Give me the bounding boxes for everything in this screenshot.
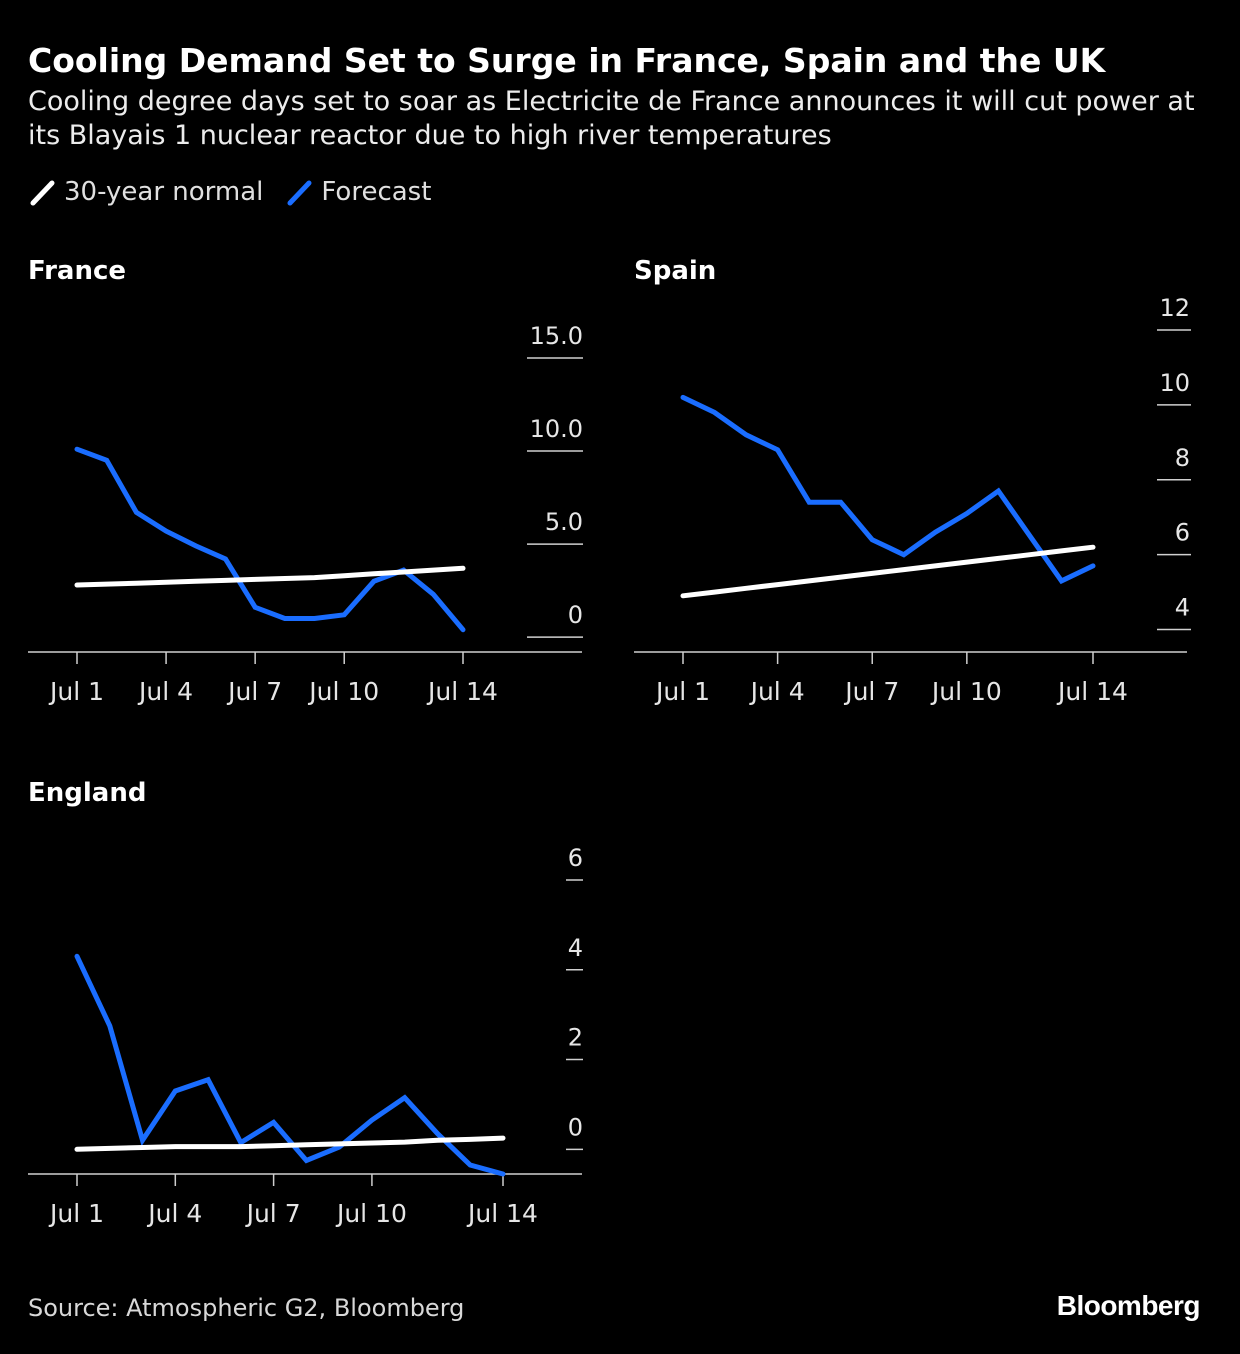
x-tick-label: Jul 14	[1056, 677, 1128, 706]
panel-title-france: France	[28, 256, 127, 286]
legend-swatch-forecast	[287, 180, 312, 206]
chart-title: Cooling Demand Set to Surge in France, S…	[28, 41, 1106, 80]
y-tick-label: 2	[568, 1024, 583, 1052]
x-tick-label: Jul 1	[654, 677, 710, 706]
legend-item-forecast: Forecast	[285, 177, 431, 207]
x-tick-label: Jul 10	[307, 677, 379, 706]
legend-label-forecast: Forecast	[321, 177, 432, 207]
x-tick-label: Jul 1	[48, 677, 104, 706]
x-tick-label: Jul 1	[48, 1199, 104, 1228]
y-tick-label: 12	[1159, 294, 1190, 322]
y-tick-label: 15.0	[530, 322, 583, 350]
series-line-normal	[74, 1135, 506, 1152]
chart-france: 0 5.0 10.0 15.0 Jul 1 Jul 4 Jul 7 Jul 10 Jul 14	[28, 322, 583, 706]
chart-england: 0 2 4 6 Jul 1 Jul 4 Jul 7 Jul 10 Jul 14	[28, 844, 583, 1228]
y-tick-label: 0	[568, 601, 583, 629]
series-line-normal	[680, 544, 1096, 599]
series-line-forecast	[680, 394, 1096, 585]
panel-title-england: England	[28, 778, 147, 808]
x-tick-label: Jul 4	[146, 1199, 202, 1228]
legend-item-normal: 30-year normal	[28, 177, 263, 207]
x-tick-label: Jul 10	[930, 677, 1002, 706]
series-line-forecast	[74, 446, 466, 633]
x-tick-label: Jul 14	[466, 1199, 538, 1228]
x-tick-label: Jul 7	[245, 1199, 301, 1228]
y-tick-label: 0	[568, 1113, 583, 1141]
chart-subtitle: Cooling degree days set to soar as Elect…	[28, 86, 1195, 151]
series-line-forecast	[74, 953, 506, 1177]
panel-title-spain: Spain	[634, 256, 717, 286]
source-note: Source: Atmospheric G2, Bloomberg	[28, 1294, 465, 1322]
y-tick-label: 10.0	[530, 415, 583, 443]
x-tick-label: Jul 4	[749, 677, 805, 706]
y-tick-label: 8	[1175, 444, 1190, 472]
y-tick-label: 5.0	[545, 508, 583, 536]
x-tick-label: Jul 4	[137, 677, 193, 706]
chart-spain: 4 6 8 10 12 Jul 1 Jul 4 Jul 7 Jul 10 Jul 14	[634, 294, 1191, 706]
legend: 30-year normal Forecast	[28, 172, 453, 212]
bloomberg-logo: Bloomberg	[1056, 1290, 1201, 1321]
y-tick-label: 10	[1159, 369, 1190, 397]
y-tick-label: 4	[1175, 594, 1190, 622]
x-tick-label: Jul 7	[843, 677, 899, 706]
y-tick-label: 4	[568, 934, 583, 962]
legend-swatch-normal	[30, 180, 55, 206]
y-tick-label: 6	[1175, 519, 1190, 547]
x-tick-label: Jul 14	[426, 677, 498, 706]
series-line-normal	[74, 565, 466, 588]
x-tick-label: Jul 7	[226, 677, 282, 706]
legend-label-normal: 30-year normal	[64, 177, 264, 207]
y-tick-label: 6	[568, 844, 583, 872]
x-tick-label: Jul 10	[335, 1199, 407, 1228]
